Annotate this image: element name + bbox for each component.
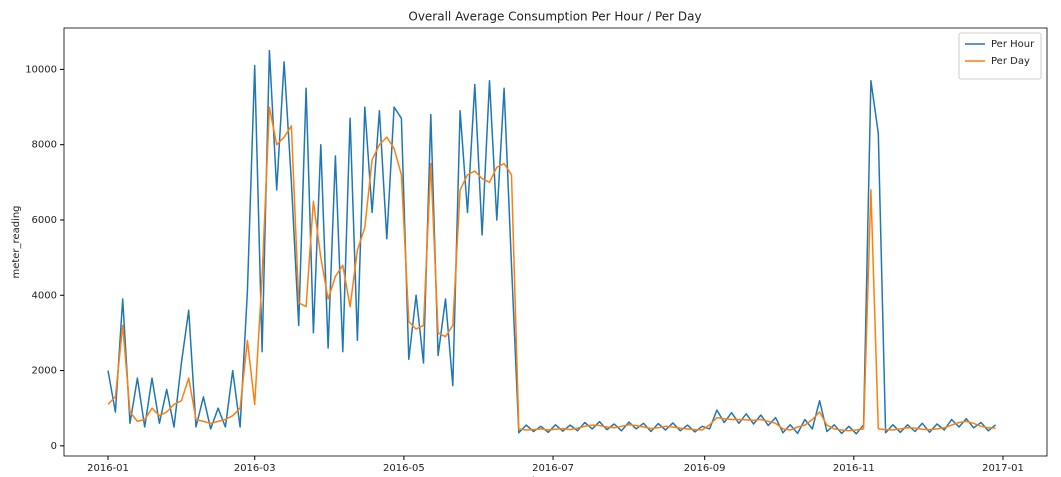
y-tick-label: 0 [51, 441, 57, 452]
x-tick-label: 2016-03 [234, 463, 276, 474]
x-tick-label: 2017-01 [982, 463, 1024, 474]
series-line [107, 49, 997, 435]
y-tick-label: 6000 [32, 215, 57, 226]
legend-label: Per Hour [991, 39, 1035, 50]
y-axis-label: meter_reading [11, 205, 22, 278]
y-tick-label: 2000 [32, 366, 57, 377]
chart-title: Overall Average Consumption Per Hour / P… [408, 10, 701, 24]
x-tick-label: 2016-11 [833, 463, 875, 474]
y-tick-label: 10000 [25, 64, 57, 75]
x-tick-label: 2016-05 [383, 463, 425, 474]
x-tick-label: 2016-09 [684, 463, 726, 474]
y-tick-label: 8000 [32, 140, 57, 151]
series-line [107, 106, 996, 432]
x-tick-label: 2016-01 [87, 463, 129, 474]
y-tick-label: 4000 [32, 290, 57, 301]
plot-frame [63, 27, 1048, 457]
x-tick-label: 2016-07 [532, 463, 574, 474]
legend-label: Per Day [991, 56, 1030, 67]
